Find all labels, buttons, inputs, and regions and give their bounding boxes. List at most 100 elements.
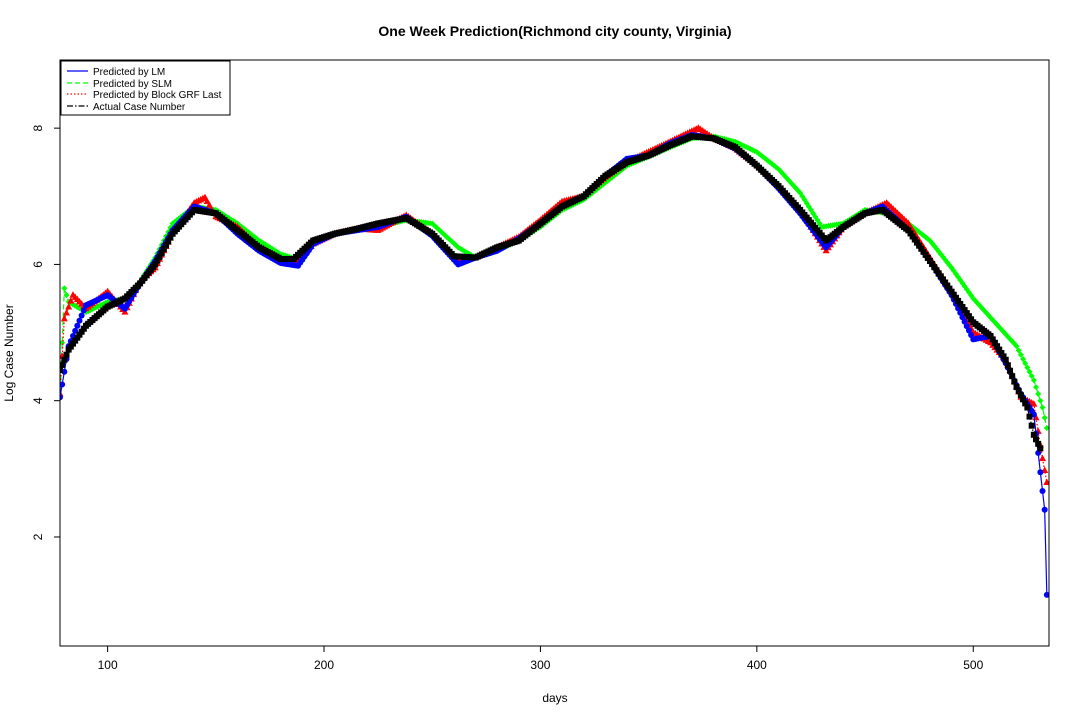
legend: Predicted by LM Predicted by SLM Predict… [60,60,231,116]
data-point [1039,487,1046,494]
data-point [1035,440,1042,447]
data-point [905,227,912,234]
data-point [1041,506,1048,513]
data-point [1039,404,1046,411]
data-point [63,351,70,358]
data-point [1028,372,1035,379]
data-point [1009,373,1016,380]
data-point [1037,397,1044,404]
data-point [65,303,73,310]
y-tick-label: 4 [31,397,45,404]
x-tick-label: 300 [530,658,550,672]
data-point [1015,347,1022,354]
legend-label-slm: Predicted by SLM [93,79,172,90]
data-point [996,346,1003,353]
data-point [1026,413,1033,420]
data-point [1037,445,1044,452]
data-point [987,332,994,339]
data-point [163,242,170,249]
data-point [1000,353,1007,360]
data-point [1030,400,1038,407]
data-point [1041,414,1048,421]
data-point [909,233,916,240]
data-point [926,258,933,265]
data-point [160,246,167,253]
data-point [963,323,970,330]
data-point [1039,454,1047,462]
data-point [60,339,66,346]
data-point [154,257,161,264]
data-point [957,300,964,307]
data-point [1022,400,1029,407]
data-point [959,304,966,311]
data-point [1017,351,1024,358]
data-point [948,288,955,295]
x-axis: 100 200 300 400 500 [98,646,984,672]
data-point [944,282,951,289]
data-point [60,314,68,322]
data-point [165,238,172,245]
data-point [62,308,70,316]
data-point [952,294,959,301]
data-point [1026,368,1033,375]
data-point [63,292,70,299]
data-point [913,239,920,246]
y-tick-label: 6 [31,261,45,268]
series-actual-case-number [60,133,1044,452]
data-point [1043,424,1049,431]
data-point [1043,478,1049,485]
legend-label-grf: Predicted by Block GRF Last [93,90,222,101]
x-tick-label: 200 [314,658,334,672]
data-point [955,297,962,304]
data-point [939,276,946,283]
data-point [991,339,998,346]
data-point [1004,362,1011,369]
legend-label-lm: Predicted by LM [93,67,165,78]
data-point [907,230,914,237]
plot-frame [59,59,1050,647]
data-point [1043,591,1049,598]
chart-title: One Week Prediction(Richmond city county… [378,23,731,39]
data-point [946,285,953,292]
data-point [67,297,75,304]
data-point [920,248,927,255]
data-point [76,317,83,324]
data-point [950,291,957,298]
data-point [968,331,975,338]
data-point [156,253,163,260]
data-point [924,254,931,261]
data-point [74,322,81,329]
data-point [1028,422,1035,429]
data-point [1020,396,1027,403]
data-point [933,267,940,274]
data-point [1024,404,1031,411]
data-point [1022,360,1029,367]
data-point [1011,378,1018,385]
data-point [61,285,68,292]
x-tick-label: 400 [747,658,767,672]
data-point [929,261,936,268]
data-point [965,327,972,334]
y-tick-label: 8 [31,124,45,131]
data-point [1035,390,1042,397]
data-point [935,270,942,277]
plot-area [60,124,1049,598]
data-point [989,336,996,343]
data-point [158,249,165,256]
data-point [1030,431,1037,438]
data-point [80,307,87,314]
data-point [918,245,925,252]
data-point [60,367,63,374]
x-tick-label: 500 [963,658,983,672]
data-point [922,251,929,258]
data-point [937,273,944,280]
data-point [152,261,159,268]
data-point [1017,392,1024,399]
data-point [998,350,1005,356]
data-point [1033,384,1040,391]
x-tick-label: 100 [98,658,118,672]
data-point [961,318,968,325]
data-point [78,312,85,319]
